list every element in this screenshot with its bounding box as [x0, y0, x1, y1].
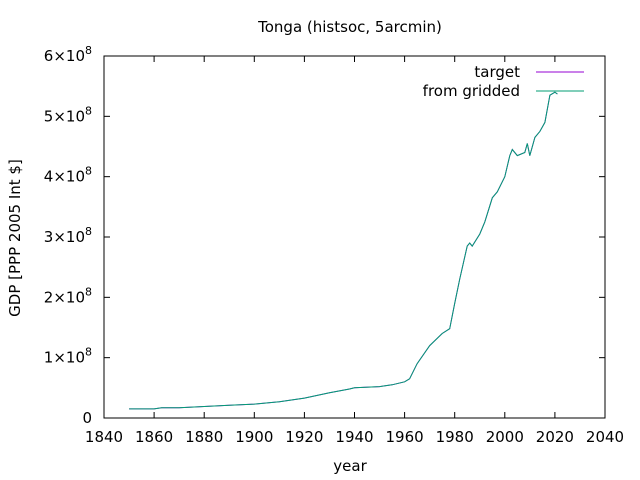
- plot-frame: [103, 55, 606, 419]
- legend-label: target: [474, 63, 520, 81]
- x-tick-label: 1900: [235, 428, 273, 446]
- y-axis-label: GDP [PPP 2005 Int $]: [6, 159, 24, 317]
- y-tick-label: 6×108: [44, 44, 92, 65]
- x-tick-label: 1940: [335, 428, 373, 446]
- x-tick-label: 2020: [536, 428, 574, 446]
- legend-label: from gridded: [423, 82, 520, 100]
- y-tick-label: 4×108: [44, 165, 92, 186]
- x-tick-label: 1980: [436, 428, 474, 446]
- plot-axes: 1840 1860 1880 1900 1920 1940 1960 1980 2000 2020…: [44, 44, 624, 446]
- y-tick-label: 3×108: [44, 225, 92, 246]
- series-line-from-gridded: [129, 91, 558, 410]
- y-tick-label: 1×108: [44, 346, 92, 367]
- x-tick-label: 1840: [85, 428, 123, 446]
- x-tick-label: 1960: [386, 428, 424, 446]
- y-tick-label: 2×108: [44, 285, 92, 306]
- x-tick-label: 2000: [486, 428, 524, 446]
- y-tick-label: 5×108: [44, 104, 92, 125]
- x-axis-label: year: [333, 457, 367, 475]
- x-tick-label: 2040: [586, 428, 624, 446]
- chart-title: Tonga (histsoc, 5arcmin): [257, 18, 442, 36]
- series-line-target: [129, 91, 558, 410]
- x-tick-label: 1880: [185, 428, 223, 446]
- y-tick-label: 0: [82, 409, 92, 427]
- x-tick-label: 1860: [135, 428, 173, 446]
- series-layer: [129, 91, 558, 410]
- x-tick-label: 1920: [285, 428, 323, 446]
